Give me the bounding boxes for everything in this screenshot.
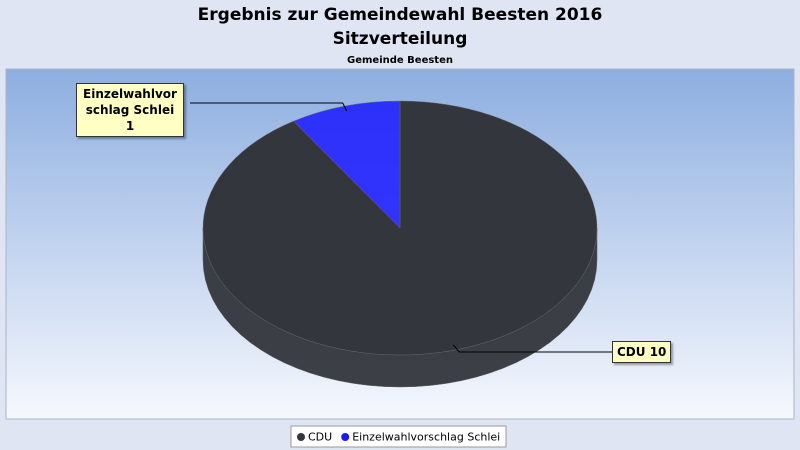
legend-marker (297, 433, 305, 441)
leader-line (190, 102, 348, 112)
legend-label: CDU (308, 431, 332, 444)
legend-marker (341, 433, 350, 441)
leader-line (452, 344, 612, 353)
data-label: CDU 10 (612, 341, 672, 363)
data-label: Einzelwahlvorschlag Schlei 1 (76, 83, 184, 137)
pie (190, 100, 612, 388)
chart-title: Ergebnis zur Gemeindewahl Beesten 2016 (198, 5, 603, 25)
chart-subtitle: Sitzverteilung (333, 29, 468, 49)
legend-label: Einzelwahlvorschlag Schlei (352, 431, 500, 444)
legend-box (290, 425, 507, 448)
plot-title: Gemeinde Beesten (347, 55, 453, 66)
